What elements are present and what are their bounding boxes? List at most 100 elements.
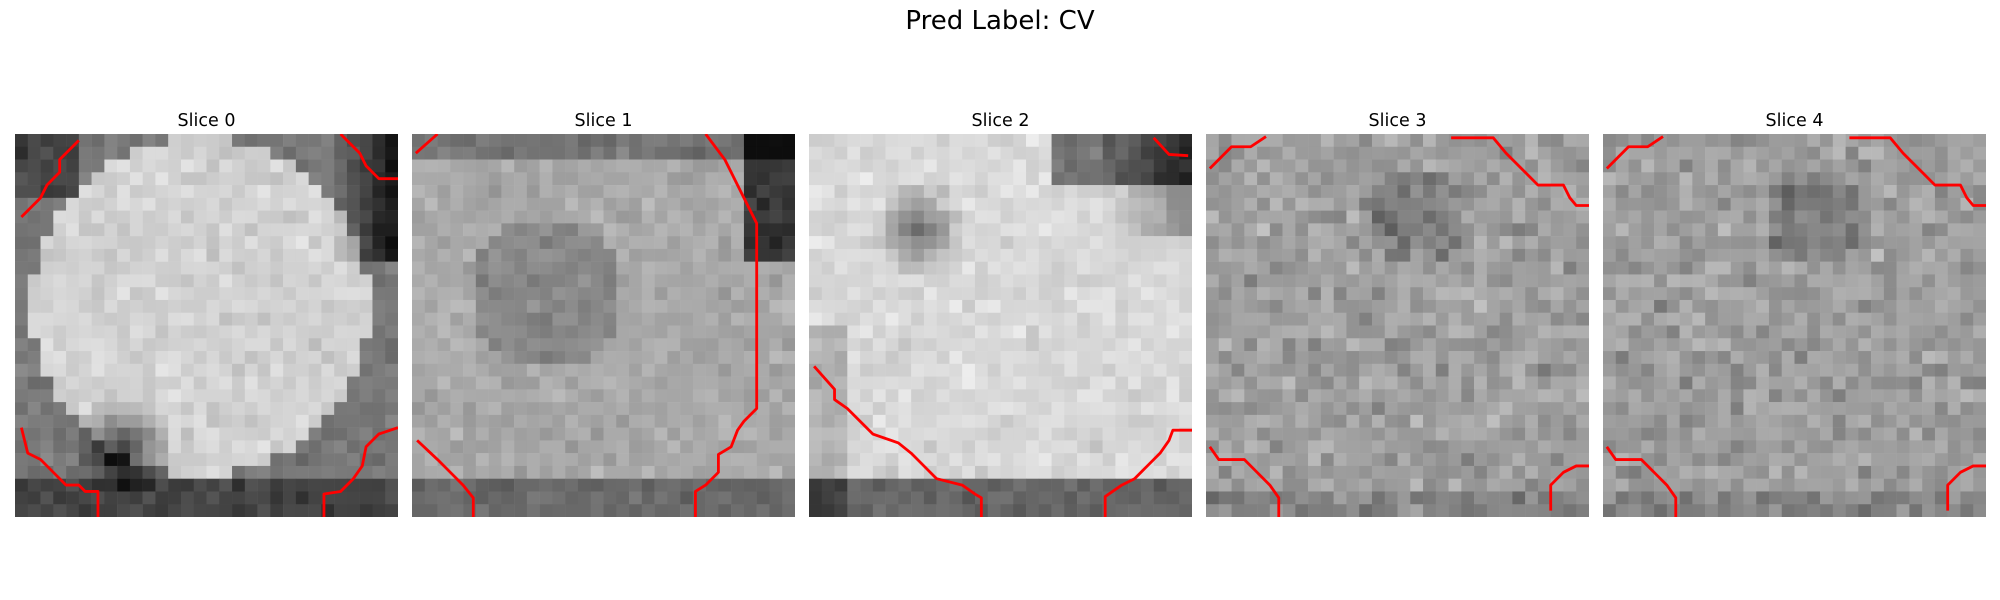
- slice-pixel: [1206, 440, 1220, 454]
- slice-pixel: [1282, 236, 1296, 250]
- slice-pixel: [270, 414, 284, 428]
- slice-pixel: [1679, 210, 1693, 224]
- slice-pixel: [1730, 402, 1744, 416]
- slice-pixel: [692, 453, 706, 467]
- slice-pixel: [1909, 453, 1923, 467]
- slice-pixel: [1359, 312, 1373, 326]
- slice-pixel: [526, 376, 540, 390]
- slice-pixel: [949, 185, 963, 199]
- slice-pixel: [1423, 312, 1437, 326]
- slice-pixel: [654, 274, 668, 288]
- slice-pixel: [1206, 504, 1220, 517]
- slice-pixel: [244, 402, 258, 416]
- slice-pixel: [616, 210, 630, 224]
- slice-pixel: [1717, 210, 1731, 224]
- slice-pixel: [488, 236, 502, 250]
- slice-pixel: [1359, 325, 1373, 339]
- slice-pixel: [463, 248, 477, 262]
- slice-pixel: [1102, 427, 1116, 441]
- slice-pixel: [40, 351, 54, 365]
- slice-pixel: [1922, 274, 1936, 288]
- slice-pixel: [270, 236, 284, 250]
- slice-pixel: [692, 363, 706, 377]
- slice-pixel: [1282, 261, 1296, 275]
- slice-pixel: [1679, 287, 1693, 301]
- slice-pixel: [437, 261, 451, 275]
- slice-pixel: [1179, 146, 1192, 160]
- slice-pixel: [321, 299, 335, 313]
- slice-pixel: [1768, 440, 1782, 454]
- slice-pixel: [936, 491, 950, 505]
- slice-pixel: [1231, 491, 1245, 505]
- slice-pixel: [923, 414, 937, 428]
- slice-pixel: [450, 402, 464, 416]
- slice-pixel: [1666, 248, 1680, 262]
- slice-pixel: [385, 248, 398, 262]
- slice-pixel: [911, 312, 925, 326]
- slice-pixel: [1807, 338, 1821, 352]
- slice-pixel: [962, 325, 976, 339]
- slice-pixel: [911, 185, 925, 199]
- slice-pixel: [1768, 197, 1782, 211]
- slice-pixel: [1384, 376, 1398, 390]
- slice-pixel: [40, 389, 54, 403]
- slice-pixel: [1654, 325, 1668, 339]
- slice-pixel: [872, 236, 886, 250]
- slice-pixel: [692, 402, 706, 416]
- slice-pixel: [1603, 465, 1617, 479]
- slice-pixel: [308, 465, 322, 479]
- slice-pixel: [15, 134, 29, 148]
- slice-pixel: [552, 453, 566, 467]
- slice-pixel: [860, 274, 874, 288]
- slice-pixel: [1820, 172, 1834, 186]
- slice-pixel: [1512, 287, 1526, 301]
- slice-pixel: [565, 223, 579, 237]
- slice-pixel: [731, 325, 745, 339]
- slice-pixel: [731, 274, 745, 288]
- slice-pixel: [463, 172, 477, 186]
- slice-pixel: [1384, 363, 1398, 377]
- slice-pixel: [232, 299, 246, 313]
- slice-pixel: [539, 465, 553, 479]
- slice-pixel: [1026, 465, 1040, 479]
- slice-pixel: [501, 159, 515, 173]
- slice-pixel: [1179, 210, 1192, 224]
- slice-pixel: [1654, 185, 1668, 199]
- slice-pixel: [590, 236, 604, 250]
- slice-pixel: [1794, 376, 1808, 390]
- slice-pixel: [1550, 363, 1564, 377]
- slice-pixel: [1346, 414, 1360, 428]
- slice-pixel: [1603, 478, 1617, 492]
- slice-pixel: [1537, 134, 1551, 148]
- slice-pixel: [1563, 159, 1577, 173]
- slice-pixel: [1244, 338, 1258, 352]
- slice-pixel: [15, 351, 29, 365]
- slice-pixel: [590, 312, 604, 326]
- slice-pixel: [1410, 504, 1424, 517]
- slice-pixel: [1077, 261, 1091, 275]
- slice-pixel: [346, 312, 360, 326]
- slice-pixel: [1295, 210, 1309, 224]
- slice-pixel: [1666, 363, 1680, 377]
- slice-pixel: [321, 363, 335, 377]
- slice-pixel: [718, 325, 732, 339]
- slice-pixel: [1717, 402, 1731, 416]
- slice-pixel: [1717, 376, 1731, 390]
- slice-pixel: [949, 440, 963, 454]
- slice-pixel: [539, 402, 553, 416]
- slice-pixel: [1781, 427, 1795, 441]
- slice-pixel: [987, 414, 1001, 428]
- slice-pixel: [1692, 134, 1706, 148]
- slice-pixel: [1615, 261, 1629, 275]
- slice-pixel: [1615, 325, 1629, 339]
- slice-pixel: [1077, 159, 1091, 173]
- slice-pixel: [155, 478, 169, 492]
- slice-pixel: [885, 504, 899, 517]
- slice-pixel: [705, 414, 719, 428]
- slice-pixel: [463, 223, 477, 237]
- slice-pixel: [1934, 210, 1948, 224]
- slice-pixel: [809, 414, 823, 428]
- slice-pixel: [1768, 159, 1782, 173]
- slice-pixel: [321, 402, 335, 416]
- slice-pixel: [1397, 134, 1411, 148]
